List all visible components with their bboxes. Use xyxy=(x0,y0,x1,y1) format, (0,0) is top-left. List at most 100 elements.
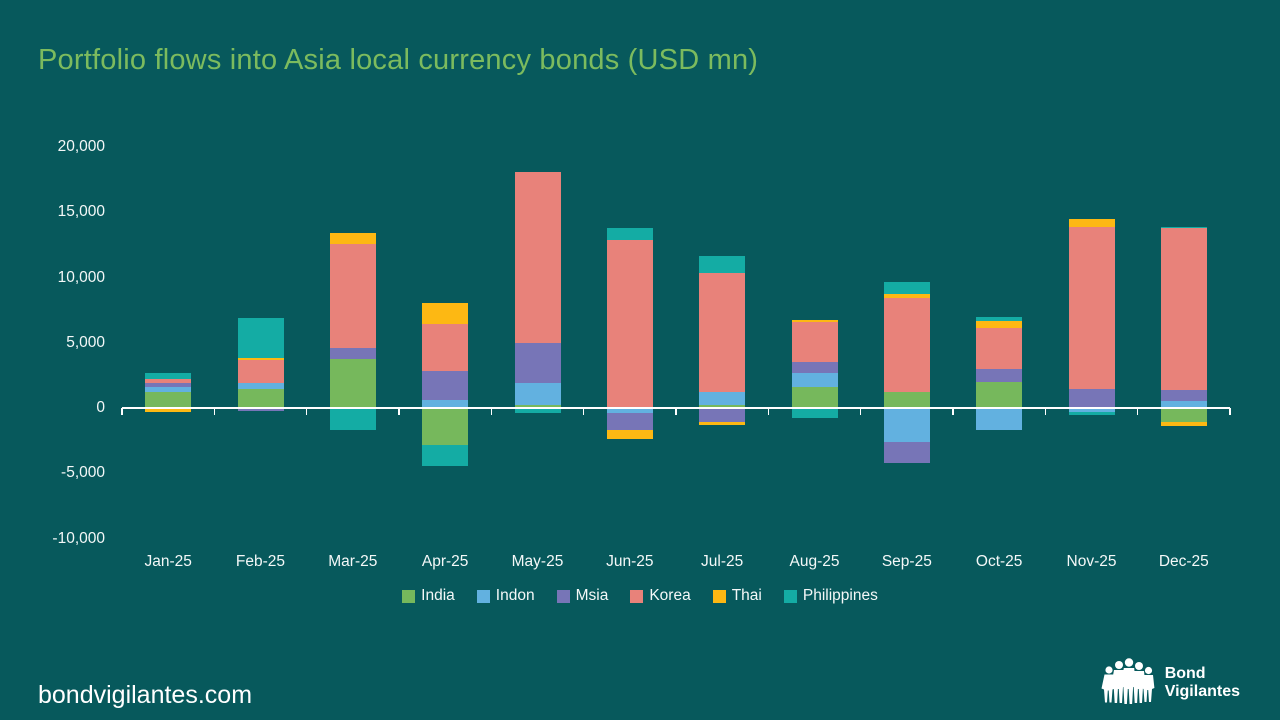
axis-tick-mark xyxy=(675,408,677,415)
bar-segment xyxy=(883,297,930,392)
x-axis-label: Jan-25 xyxy=(144,553,192,570)
legend-label: Msia xyxy=(575,587,609,604)
bar-segment xyxy=(329,233,376,244)
bar-segment xyxy=(237,408,284,411)
bar-segment xyxy=(976,316,1023,322)
bar-segment xyxy=(791,321,838,363)
bar-segment xyxy=(1160,400,1207,408)
bar-segment xyxy=(237,389,284,408)
bar-segment xyxy=(699,404,746,408)
chart-legend: India Indon Msia Korea Thai Philippines xyxy=(0,587,1280,605)
x-axis-label: Apr-25 xyxy=(421,553,469,570)
bar-segment xyxy=(699,272,746,392)
bond-vigilantes-logo: Bond Vigilantes xyxy=(1101,657,1240,709)
legend-label: Korea xyxy=(649,587,691,604)
bar-segment xyxy=(1160,408,1207,423)
bar-segment xyxy=(1160,390,1207,401)
bar-segment xyxy=(791,372,838,388)
bar-segment xyxy=(1068,411,1115,415)
y-axis-label: 10,000 xyxy=(57,268,105,286)
bar-segment xyxy=(514,171,561,343)
bar-segment xyxy=(606,227,653,240)
bar-segment xyxy=(237,359,284,383)
bar-segment xyxy=(329,408,376,430)
legend-item: Korea xyxy=(630,587,691,605)
bar-segment xyxy=(422,323,469,372)
bar-segment xyxy=(976,321,1023,329)
bar-segment xyxy=(422,400,469,408)
bar-segment xyxy=(422,302,469,324)
bar-segment xyxy=(883,391,930,408)
legend-label: Thai xyxy=(731,587,762,604)
bar-segment xyxy=(329,347,376,360)
axis-tick-mark xyxy=(121,408,123,415)
logo-text-line2: Vigilantes xyxy=(1164,683,1240,700)
website-url: bondvigilantes.com xyxy=(38,681,253,709)
bar-segment xyxy=(976,408,1023,431)
bar-segment xyxy=(237,382,284,390)
legend-swatch xyxy=(556,589,570,603)
bar-segment xyxy=(699,422,746,425)
bar-segment xyxy=(1068,218,1115,227)
legend-swatch xyxy=(630,589,644,603)
axis-tick-mark xyxy=(1044,408,1047,415)
bar-segment xyxy=(1160,227,1207,391)
y-axis-label: 15,000 xyxy=(57,203,105,221)
x-axis-label: Feb-25 xyxy=(235,553,286,570)
bar-segment xyxy=(699,391,746,405)
bar-segment xyxy=(606,239,653,408)
x-axis-label: Aug-25 xyxy=(789,553,840,570)
legend-item: Msia xyxy=(556,587,609,605)
logo-text-line1: Bond xyxy=(1164,664,1206,682)
x-axis-label: Dec-25 xyxy=(1158,553,1209,570)
axis-tick-mark xyxy=(1229,408,1231,415)
axis-tick-mark xyxy=(952,408,954,415)
axis-tick-mark xyxy=(305,408,308,415)
bar-segment xyxy=(883,282,930,294)
bar-segment xyxy=(145,379,192,384)
axis-tick-mark xyxy=(582,408,585,415)
bar-segment xyxy=(883,441,930,463)
legend-item: Thai xyxy=(712,587,762,605)
bar-segment xyxy=(791,319,838,322)
bar-segment xyxy=(237,357,284,360)
legend-swatch xyxy=(402,589,416,603)
x-axis-label: Jul-25 xyxy=(701,553,744,570)
bar-segment xyxy=(145,387,192,393)
x-axis-label: Oct-25 xyxy=(975,553,1023,570)
y-axis-label: 5,000 xyxy=(66,333,105,351)
bar-segment xyxy=(514,342,561,384)
bar-segment xyxy=(1068,389,1115,408)
bar-segment xyxy=(514,408,561,414)
x-axis-label: Jun-25 xyxy=(606,553,654,570)
bar-segment xyxy=(606,408,653,414)
bar-segment xyxy=(976,328,1023,369)
legend-swatch xyxy=(476,589,490,603)
bar-segment xyxy=(791,387,838,408)
bar-segment xyxy=(791,362,838,373)
y-axis-label: -5,000 xyxy=(61,464,105,482)
bar-segment xyxy=(1068,408,1115,412)
legend-label: Indon xyxy=(495,587,535,604)
people-group-icon xyxy=(1101,658,1155,704)
bar-segment xyxy=(145,373,192,380)
bar-segment xyxy=(976,368,1023,382)
axis-tick-mark xyxy=(859,408,862,415)
bar-segment xyxy=(514,405,561,408)
legend-swatch xyxy=(712,589,726,603)
y-axis-label: 0 xyxy=(96,399,105,416)
axis-tick-mark xyxy=(490,408,493,415)
bar-segment xyxy=(145,383,192,388)
legend-label: India xyxy=(421,587,455,604)
x-axis-label: Nov-25 xyxy=(1066,553,1117,570)
x-axis-label: Sep-25 xyxy=(881,553,932,570)
logo-text: Bond Vigilantes xyxy=(1165,665,1240,702)
bar-segment xyxy=(237,317,284,358)
legend-label: Philippines xyxy=(802,587,878,604)
y-axis-label: 20,000 xyxy=(57,138,105,155)
bar-segment xyxy=(883,408,930,442)
chart-title: Portfolio flows into Asia local currency… xyxy=(38,44,759,76)
bar-segment xyxy=(1160,422,1207,427)
bar-segment xyxy=(422,371,469,401)
